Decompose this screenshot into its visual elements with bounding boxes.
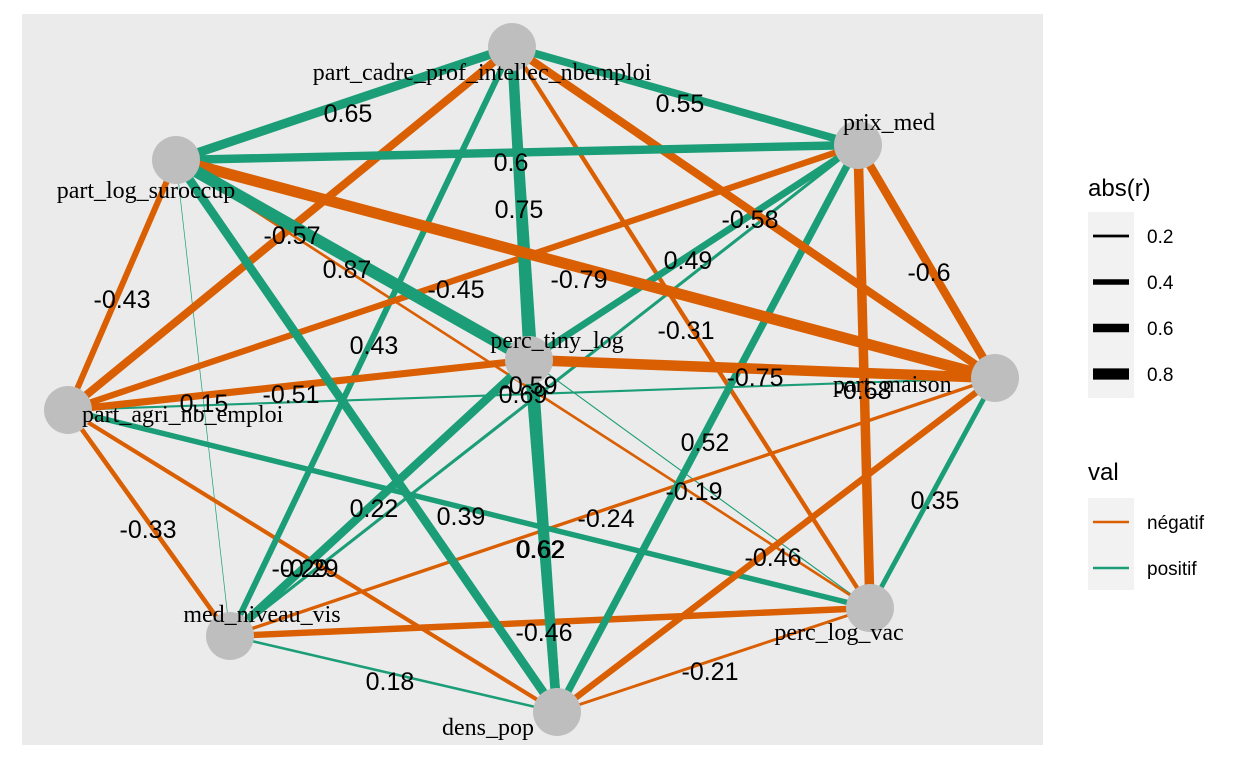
node-part_log_suroccup (152, 136, 200, 184)
node-label-med_niveau_vis: med_niveau_vis (183, 602, 340, 628)
edge-perc_tiny_log-dens_pop (524, 359, 562, 713)
edge-label-part_agri-med_niveau_vis: -0.33 (120, 516, 177, 544)
edge-label-part_maison-dens_pop: -0.46 (745, 544, 802, 572)
edge-part_cadre-part_log_suroccup (174, 42, 514, 165)
edge-label-part_cadre-med_niveau_vis: 0.43 (350, 332, 399, 360)
edge-label-part_log_suroccup-dens_pop: 0.62 (516, 536, 565, 564)
edge-label-part_agri-part_maison: 0.15 (180, 390, 229, 418)
node-part_agri (44, 386, 92, 434)
edge-label-part_cadre-part_agri: -0.57 (264, 222, 321, 250)
node-label-perc_log_vac: perc_log_vac (774, 620, 903, 646)
edge-label-part_cadre-prix_med: 0.55 (656, 90, 705, 118)
legend-abs-label-0.8: 0.8 (1147, 365, 1173, 386)
edge-label-prix_med-med_niveau_vis: 0.22 (350, 495, 399, 523)
edge-labels-layer: 0.55 0.65 0.6 0.75 -0.58 -0.57 -0.31 0.43 0.62 -0… (94, 90, 960, 696)
legend-abs-items: 0.2 0.4 0.6 0.8 (1093, 227, 1174, 386)
edge-label-perc_tiny_log-dens_pop: 0.69 (499, 381, 548, 409)
node-label-dens_pop: dens_pop (442, 715, 534, 741)
legend: abs(r) 0.2 0.4 0.6 0.8 val négatif positif (1088, 175, 1205, 590)
node-label-part_agri: part_agri_nb_emploi (82, 402, 284, 428)
legend-abs-key-bg (1088, 212, 1134, 398)
edge-perc_tiny_log-part_agri (67, 356, 530, 414)
edge-label-prix_med-part_maison: -0.6 (907, 259, 950, 287)
edge-label-prix_med-perc_log_vac: -0.68 (835, 377, 892, 405)
edge-perc_tiny_log-part_maison (528, 354, 996, 384)
node-prix_med (834, 121, 882, 169)
node-label-part_maison: part_maison (833, 372, 952, 398)
edge-part_log_suroccup-part_maison (174, 154, 997, 384)
node-label-perc_tiny_log: perc_tiny_log (490, 328, 623, 354)
edge-label-prix_med-perc_tiny_log: 0.49 (664, 247, 713, 275)
edge-prix_med-part_maison (854, 142, 999, 381)
edge-part_cadre-med_niveau_vis (227, 45, 515, 638)
edge-label-part_log_suroccup-part_agri: -0.43 (94, 286, 151, 314)
edge-part_maison-dens_pop (555, 375, 997, 715)
edge-part_maison-perc_log_vac (867, 376, 998, 610)
edge-label-perc_log_vac-dens_pop: -0.21 (682, 658, 739, 686)
edge-label-part_cadre-perc_log_vac: -0.31 (658, 317, 715, 345)
edge-label-perc_tiny_log-part_agri: -0.51 (263, 381, 320, 409)
edge-part_log_suroccup-perc_tiny_log (172, 154, 533, 366)
edge-perc_log_vac-dens_pop (556, 606, 871, 714)
node-perc_tiny_log (505, 336, 553, 384)
edge-label-part_agri-dens_pop: -0.29 (272, 555, 329, 583)
node-label-prix_med: prix_med (843, 110, 935, 136)
node-part_cadre (488, 23, 536, 71)
edge-med_niveau_vis-dens_pop (229, 634, 558, 714)
edge-part_log_suroccup-part_agri (65, 158, 179, 412)
edge-prix_med-dens_pop (553, 143, 862, 714)
node-med_niveau_vis (206, 612, 254, 660)
node-perc_log_vac (846, 584, 894, 632)
legend-val-items: négatif positif (1093, 513, 1205, 580)
edge-label-part_maison-perc_log_vac: 0.35 (911, 487, 960, 515)
edge-label-part_log_suroccup-perc_tiny_log: 0.87 (323, 256, 372, 284)
edge-part_cadre-perc_tiny_log (506, 46, 535, 361)
edge-label-perc_tiny_log-perc_log_vac: -0.29 (282, 555, 339, 583)
edge-prix_med-perc_tiny_log (527, 142, 860, 363)
edge-label-part_log_suroccup-prix_med: 0.6 (494, 149, 529, 177)
node-dens_pop (533, 688, 581, 736)
nodes-layer (44, 23, 1019, 736)
legend-abs-label-0.6: 0.6 (1147, 319, 1173, 340)
edge-label-part_log_suroccup-perc_log_vac: -0.19 (666, 478, 723, 506)
legend-abs-label-0.4: 0.4 (1147, 273, 1174, 294)
edge-label-prix_med-dens_pop: 0.52 (681, 429, 730, 457)
edge-label-part_cadre-perc_tiny_log: 0.75 (495, 196, 544, 224)
edge-prix_med-med_niveau_vis (229, 143, 859, 638)
legend-val-label-positif: positif (1147, 559, 1197, 580)
legend-val-title: val (1088, 459, 1119, 486)
edge-part_agri-med_niveau_vis (66, 408, 232, 638)
edge-label-part_log_suroccup-part_maison: -0.79 (551, 266, 608, 294)
node-label-part_log_suroccup: part_log_suroccup (57, 178, 236, 204)
edge-label-perc_log_vac-med_niveau_vis: -0.46 (516, 619, 573, 647)
legend-val-key-bg (1088, 498, 1134, 590)
edge-label-part_cadre-dens_pop: 0.62 (517, 536, 566, 564)
edge-label-part_maison-med_niveau_vis: -0.24 (578, 505, 635, 533)
edge-label-perc_tiny_log-part_maison: -0.75 (727, 364, 784, 392)
edge-label-perc_tiny_log-med_niveau_vis: -0.59 (501, 372, 558, 400)
edge-label-part_cadre-part_maison: -0.58 (722, 206, 779, 234)
edge-part_log_suroccup-dens_pop (172, 157, 561, 715)
legend-abs-label-0.2: 0.2 (1147, 227, 1173, 248)
edge-part_log_suroccup-perc_log_vac (175, 158, 871, 610)
edge-label-part_cadre-part_log_suroccup: 0.65 (324, 100, 373, 128)
edge-part_cadre-perc_log_vac (510, 45, 872, 610)
node-part_maison (971, 354, 1019, 402)
node-label-part_cadre: part_cadre_prof_intellec_nbemploi (313, 60, 652, 86)
legend-val-label-negatif: négatif (1147, 513, 1205, 534)
node-labels-layer: part_cadre_prof_intellec_nbemploi prix_me… (57, 60, 952, 741)
edge-label-med_niveau_vis-dens_pop: 0.18 (366, 668, 415, 696)
edge-label-part_agri-perc_log_vac: 0.39 (437, 503, 486, 531)
edge-label-prix_med-part_agri: -0.45 (428, 276, 485, 304)
edge-perc_tiny_log-perc_log_vac (528, 359, 871, 609)
legend-abs-title: abs(r) (1088, 175, 1151, 202)
edge-part_cadre-prix_med (510, 43, 860, 149)
edge-perc_tiny_log-med_niveau_vis (227, 356, 532, 640)
edge-part_cadre-part_maison (509, 43, 998, 382)
